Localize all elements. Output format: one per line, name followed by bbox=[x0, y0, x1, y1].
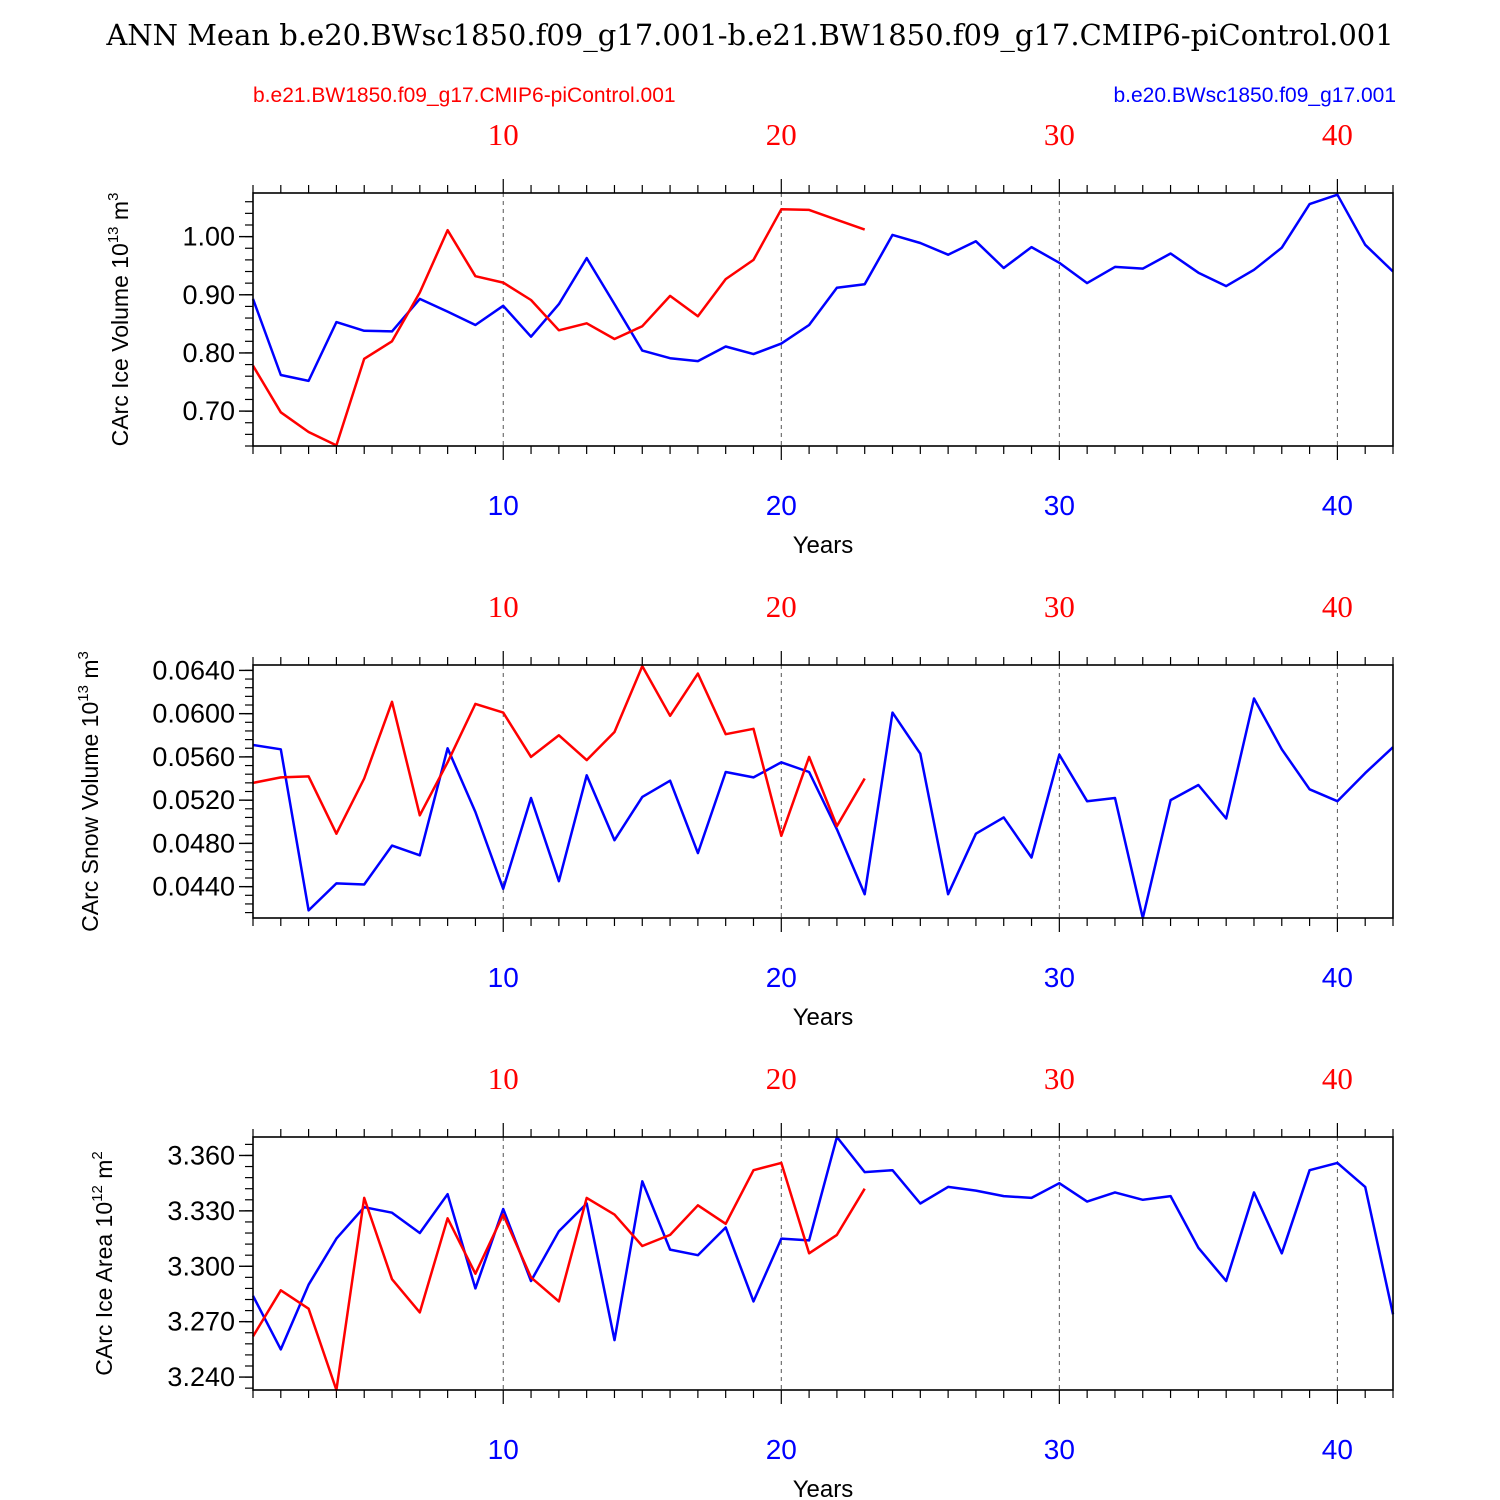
y-tick-label: 0.70 bbox=[182, 396, 235, 426]
panel-2: 0.0440 0.0480 0.0520 0.0560 0.0600 0.0640 10 20… bbox=[75, 589, 1394, 1031]
y-tick-label: 3.330 bbox=[167, 1196, 235, 1226]
legend-case-label: b.e20.BWsc1850.f09_g17.001 bbox=[1113, 84, 1396, 107]
y-tick-label: 0.90 bbox=[182, 280, 235, 310]
y-tick-label: 0.0560 bbox=[152, 742, 235, 772]
series-line bbox=[251, 193, 1394, 383]
top-x-tick-label: 30 bbox=[1044, 117, 1075, 152]
bottom-x-tick-label: 30 bbox=[1044, 490, 1075, 521]
y-axis-label: CArc Snow Volume 1013 m3 bbox=[75, 651, 103, 932]
y-tick-label: 3.300 bbox=[167, 1251, 235, 1281]
series-line bbox=[251, 208, 866, 447]
legend-control-label: b.e21.BW1850.f09_g17.CMIP6-piControl.001 bbox=[253, 84, 676, 107]
y-tick-label: 1.00 bbox=[182, 222, 235, 252]
bottom-x-tick-label: 40 bbox=[1322, 1434, 1353, 1465]
top-x-tick-label: 40 bbox=[1322, 1061, 1353, 1096]
y-tick-label: 3.240 bbox=[167, 1362, 235, 1392]
series-line bbox=[251, 1161, 866, 1392]
y-tick-label: 0.0520 bbox=[152, 785, 235, 815]
top-x-tick-label: 40 bbox=[1322, 117, 1353, 152]
bottom-x-tick-label: 10 bbox=[488, 962, 519, 993]
top-x-tick-label: 30 bbox=[1044, 589, 1075, 624]
plot-frame bbox=[252, 664, 1394, 919]
chart-title: ANN Mean b.e20.BWsc1850.f09_g17.001-b.e2… bbox=[105, 18, 1393, 53]
bottom-x-tick-label: 40 bbox=[1322, 962, 1353, 993]
y-axis-label: CArc Ice Volume 1013 m3 bbox=[105, 193, 133, 447]
x-axis-label: Years bbox=[793, 532, 854, 559]
plot-frame bbox=[252, 192, 1394, 447]
bottom-x-tick-label: 30 bbox=[1044, 1434, 1075, 1465]
bottom-x-tick-label: 10 bbox=[488, 490, 519, 521]
y-tick-label: 0.80 bbox=[182, 338, 235, 368]
bottom-x-tick-label: 20 bbox=[766, 490, 797, 521]
y-tick-label: 0.0600 bbox=[152, 699, 235, 729]
panel-1: 0.70 0.80 0.90 1.00 10 20 30 40 10 20 30 40 Years CAr… bbox=[105, 117, 1394, 559]
y-tick-label: 3.270 bbox=[167, 1307, 235, 1337]
series-line bbox=[252, 664, 866, 838]
x-axis-label: Years bbox=[793, 1004, 854, 1031]
top-x-tick-label: 10 bbox=[488, 1061, 519, 1096]
panel-3: 3.240 3.270 3.300 3.330 3.360 10 20 30 40 10 20 30 4… bbox=[89, 1061, 1395, 1500]
top-x-tick-label: 10 bbox=[488, 589, 519, 624]
x-axis-label: Years bbox=[793, 1476, 854, 1500]
top-x-tick-label: 20 bbox=[766, 117, 797, 152]
bottom-x-tick-label: 20 bbox=[766, 962, 797, 993]
series-line bbox=[251, 1135, 1395, 1351]
bottom-x-tick-label: 20 bbox=[766, 1434, 797, 1465]
top-x-tick-label: 20 bbox=[766, 1061, 797, 1096]
top-x-tick-label: 30 bbox=[1044, 1061, 1075, 1096]
top-x-tick-label: 10 bbox=[488, 117, 519, 152]
y-tick-label: 0.0640 bbox=[152, 655, 235, 685]
bottom-x-tick-label: 40 bbox=[1322, 490, 1353, 521]
y-tick-label: 3.360 bbox=[167, 1140, 235, 1170]
top-x-tick-label: 20 bbox=[766, 589, 797, 624]
bottom-x-tick-label: 30 bbox=[1044, 962, 1075, 993]
y-axis-label: CArc Ice Area 1012 m2 bbox=[89, 1151, 117, 1375]
plot-frame bbox=[252, 1136, 1394, 1391]
series-line bbox=[252, 697, 1394, 920]
top-x-tick-label: 40 bbox=[1322, 589, 1353, 624]
y-tick-label: 0.0440 bbox=[152, 872, 235, 902]
bottom-x-tick-label: 10 bbox=[488, 1434, 519, 1465]
y-tick-label: 0.0480 bbox=[152, 828, 235, 858]
